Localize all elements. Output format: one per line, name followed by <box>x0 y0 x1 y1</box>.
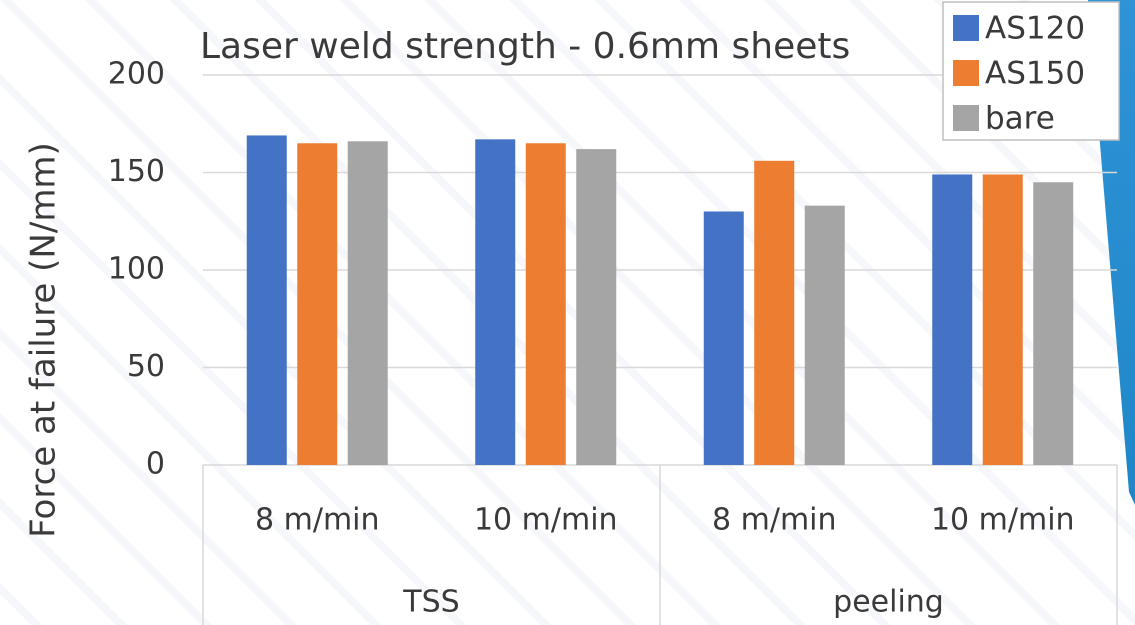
bar <box>475 139 516 465</box>
y-tick-label: 200 <box>108 57 165 92</box>
bar <box>297 143 338 465</box>
y-tick-label: 50 <box>127 349 165 384</box>
y-tick-label: 0 <box>146 447 165 482</box>
y-tick-label: 100 <box>108 252 165 287</box>
bar <box>1033 182 1074 465</box>
x-tick-label: 10 m/min <box>474 503 618 538</box>
bar <box>347 141 388 466</box>
bar <box>576 149 617 465</box>
y-axis-label: Force at failure (N/mm) <box>24 142 64 538</box>
group-label: peeling <box>833 585 944 620</box>
legend-swatch <box>953 60 979 86</box>
legend-label: bare <box>985 101 1055 137</box>
legend-swatch <box>953 105 979 131</box>
bar <box>982 174 1023 465</box>
x-tick-label: 8 m/min <box>712 503 837 538</box>
bar <box>754 160 795 466</box>
bar <box>525 143 566 465</box>
bar <box>932 174 973 465</box>
legend-swatch <box>953 15 979 41</box>
legend-label: AS150 <box>985 56 1085 92</box>
bar <box>246 135 287 465</box>
legend-label: AS120 <box>985 11 1085 47</box>
group-label: TSS <box>402 585 459 620</box>
bar <box>703 211 744 465</box>
x-tick-label: 8 m/min <box>255 503 380 538</box>
y-tick-label: 150 <box>108 154 165 189</box>
bar <box>804 205 845 465</box>
x-tick-label: 10 m/min <box>931 503 1075 538</box>
chart-title: Laser weld strength - 0.6mm sheets <box>200 26 850 67</box>
